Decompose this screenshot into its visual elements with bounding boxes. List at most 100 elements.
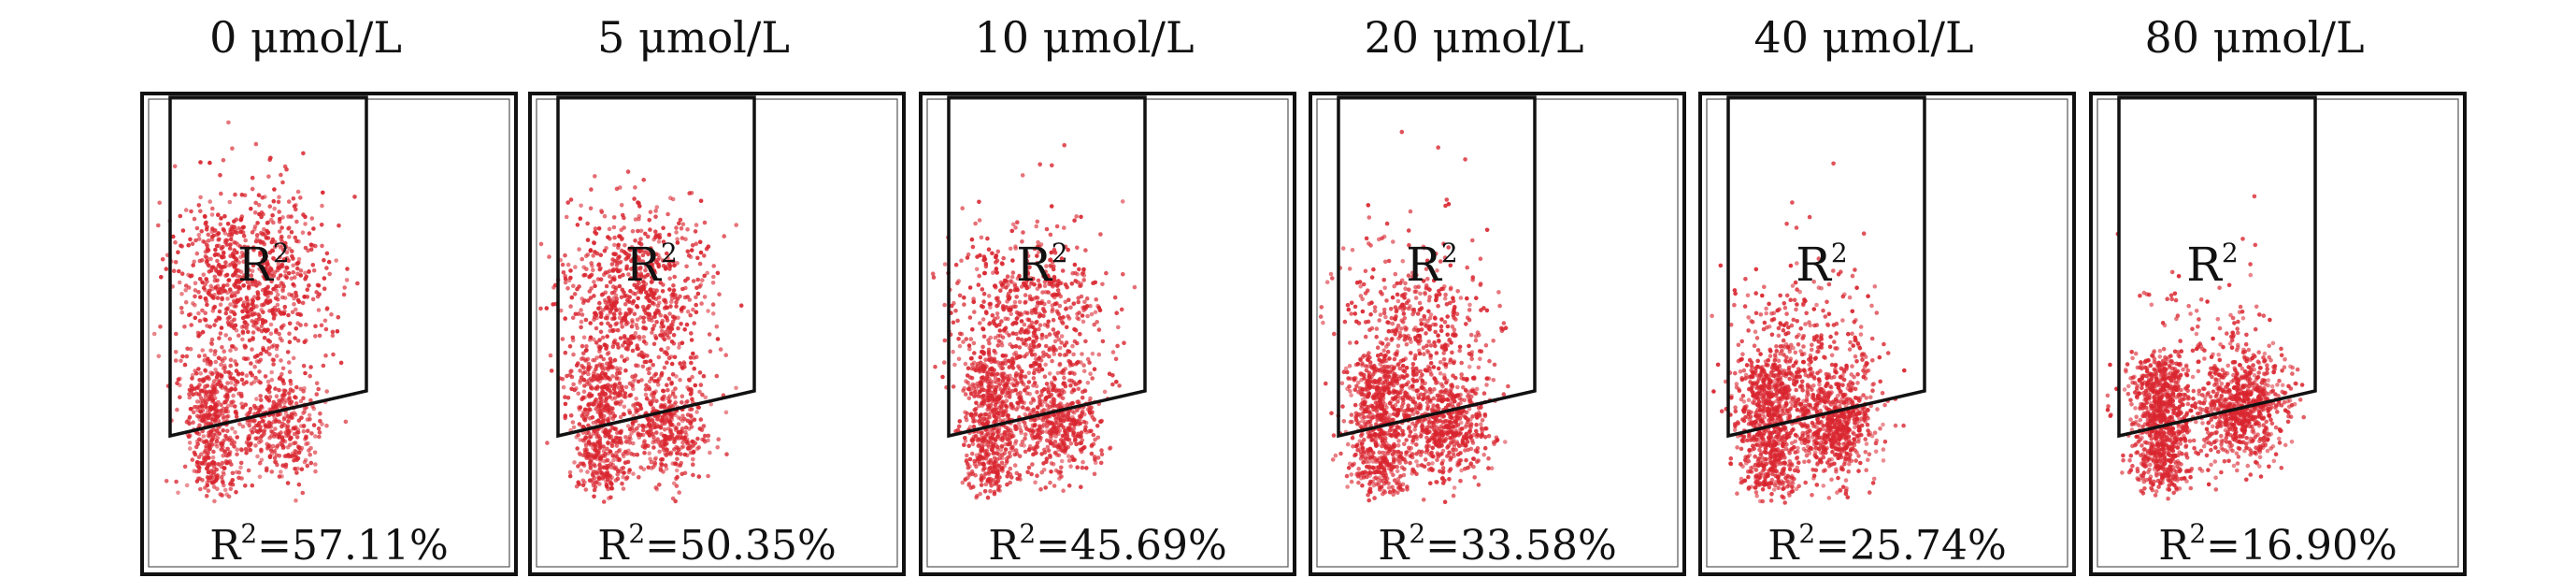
- event-dot: [209, 480, 215, 484]
- event-dot: [223, 399, 228, 405]
- event-dot: [250, 319, 255, 324]
- event-dot: [612, 396, 618, 400]
- event-dot: [640, 364, 646, 369]
- event-dot: [979, 483, 984, 487]
- event-dot: [1026, 380, 1032, 384]
- event-dot: [993, 268, 998, 274]
- event-dot: [1035, 296, 1040, 300]
- event-dot: [599, 209, 604, 213]
- event-dot: [1004, 377, 1009, 382]
- event-dot: [576, 391, 580, 397]
- event-dot: [623, 346, 629, 351]
- event-dot: [220, 265, 225, 269]
- event-dot: [734, 223, 738, 227]
- event-dot: [284, 275, 290, 281]
- event-dot: [631, 471, 636, 476]
- event-dot: [662, 427, 667, 432]
- event-dot: [626, 299, 632, 304]
- event-dot: [1032, 370, 1037, 376]
- event-dot: [595, 277, 601, 282]
- event-dot: [228, 486, 234, 491]
- event-dot: [606, 418, 610, 424]
- event-dot: [208, 348, 213, 354]
- event-dot: [174, 331, 179, 337]
- event-dot: [617, 381, 623, 386]
- event-dot: [1004, 285, 1009, 290]
- event-dot: [1034, 224, 1038, 229]
- event-dot: [617, 260, 623, 266]
- event-dot: [687, 407, 693, 412]
- event-dot: [988, 335, 994, 340]
- event-dot: [971, 484, 976, 489]
- event-dot: [698, 417, 704, 422]
- event-dot: [229, 380, 234, 385]
- event-dot: [214, 407, 219, 412]
- event-dot: [276, 199, 281, 205]
- event-dot: [588, 407, 593, 412]
- event-dot: [1085, 356, 1091, 362]
- event-dot: [252, 418, 257, 424]
- event-dot: [1050, 309, 1054, 314]
- event-dot: [209, 475, 215, 481]
- event-dot: [696, 474, 702, 479]
- event-dot: [240, 230, 246, 235]
- event-dot: [718, 347, 723, 352]
- event-dot: [1009, 311, 1013, 317]
- event-dot: [981, 462, 987, 468]
- event-dot: [1031, 376, 1037, 381]
- event-dot: [617, 234, 622, 238]
- event-dot: [1054, 224, 1060, 229]
- event-dot: [621, 412, 626, 417]
- event-dot: [234, 414, 239, 419]
- event-dot: [200, 308, 205, 313]
- event-dot: [258, 380, 263, 385]
- event-dot: [671, 283, 676, 288]
- event-dot: [642, 439, 647, 444]
- event-dot: [221, 411, 225, 416]
- event-dot: [683, 425, 689, 430]
- event-dot: [673, 461, 679, 467]
- event-dot: [570, 335, 576, 340]
- event-dot: [1060, 268, 1066, 273]
- event-dot: [605, 477, 610, 483]
- event-dot: [236, 290, 240, 295]
- event-dot: [678, 377, 682, 383]
- event-dot: [274, 402, 279, 407]
- event-dot: [266, 420, 272, 426]
- event-dot: [1020, 380, 1024, 385]
- event-dot: [330, 333, 336, 339]
- plot-frame: [528, 92, 906, 576]
- event-dot: [226, 494, 232, 499]
- event-dot: [278, 441, 283, 446]
- event-dot: [265, 261, 270, 267]
- event-dot: [634, 323, 639, 327]
- event-dot: [226, 413, 231, 419]
- event-dot: [1093, 310, 1098, 315]
- event-dot: [252, 364, 258, 369]
- event-dot: [972, 310, 977, 314]
- event-dot: [951, 349, 955, 354]
- event-dot: [662, 365, 667, 370]
- result-gate-name: R: [209, 522, 242, 570]
- event-dot: [657, 449, 662, 455]
- event-dot: [994, 324, 999, 328]
- event-dot: [982, 270, 988, 276]
- event-dot: [1016, 421, 1022, 426]
- event-dot: [222, 366, 227, 370]
- event-dot: [969, 375, 975, 381]
- event-dot: [196, 232, 202, 238]
- event-dot: [964, 337, 969, 341]
- event-dot: [634, 303, 639, 309]
- event-dot: [658, 333, 663, 338]
- event-dot: [1009, 382, 1015, 386]
- event-dot: [1035, 473, 1039, 479]
- event-dot: [978, 452, 982, 456]
- event-dot: [304, 274, 309, 280]
- scatter-dots: [538, 169, 744, 504]
- event-dot: [1022, 443, 1026, 448]
- event-dot: [207, 376, 211, 382]
- event-dot: [215, 414, 221, 419]
- event-dot: [1038, 323, 1043, 328]
- event-dot: [190, 457, 195, 462]
- event-dot: [295, 430, 301, 435]
